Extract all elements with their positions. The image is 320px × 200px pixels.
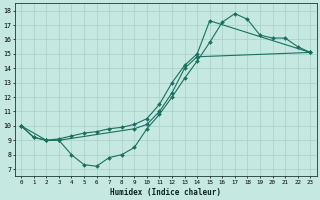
X-axis label: Humidex (Indice chaleur): Humidex (Indice chaleur): [110, 188, 221, 197]
